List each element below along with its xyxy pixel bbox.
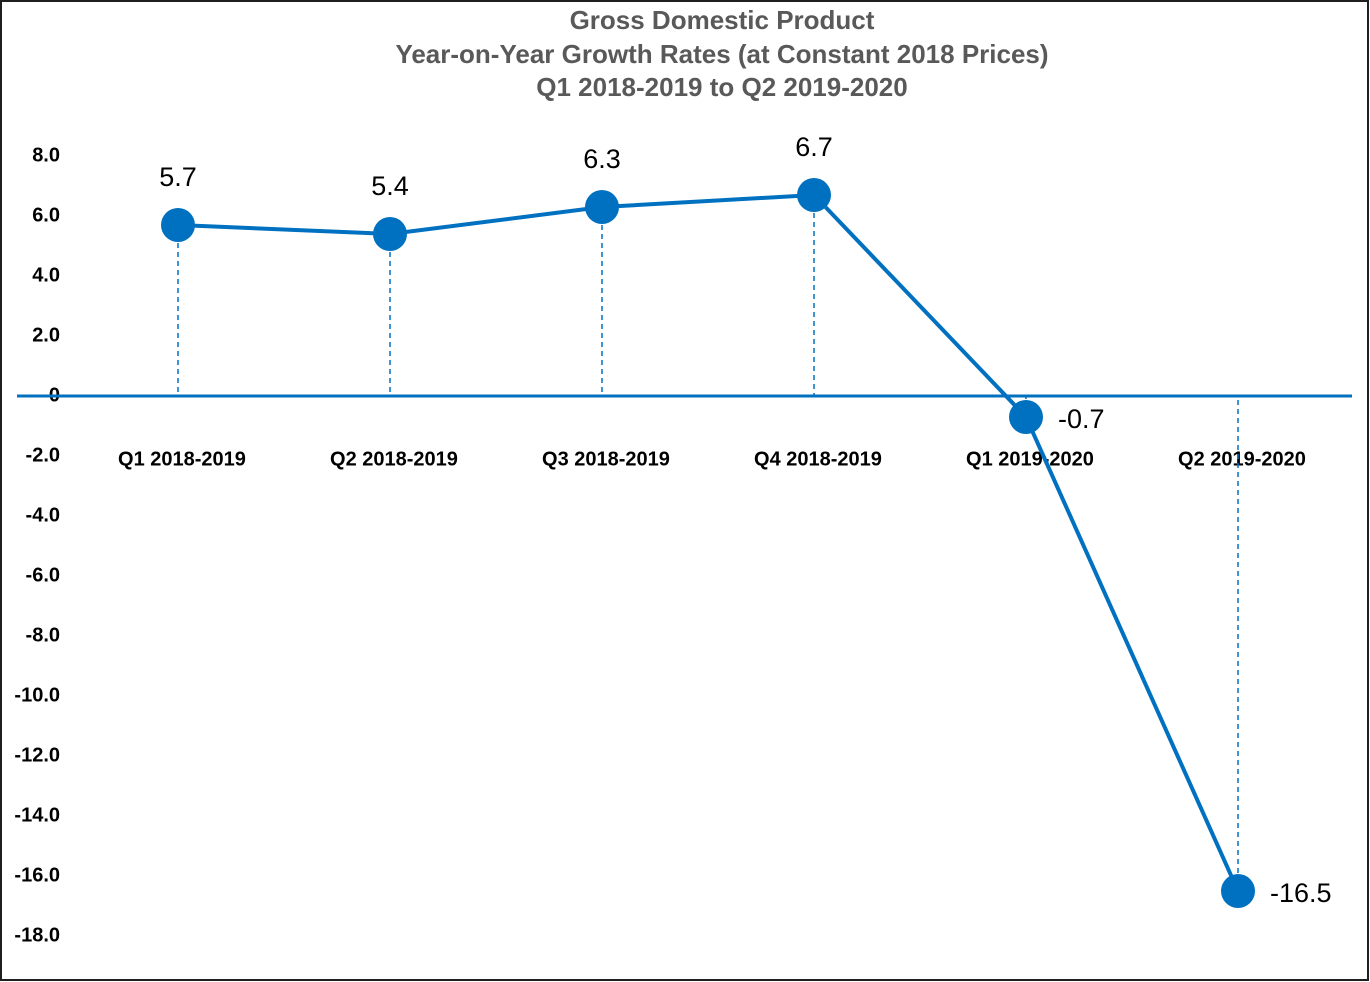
data-label: 6.3 <box>583 144 621 174</box>
data-line <box>177 192 1240 892</box>
y-tick-label: 2.0 <box>32 324 60 346</box>
chart-title: Year-on-Year Growth Rates (at Constant 2… <box>395 39 1048 69</box>
data-point <box>1221 874 1255 908</box>
x-tick-label: Q1 2019-2020 <box>966 448 1094 470</box>
y-tick-label: -18.0 <box>14 924 60 946</box>
data-label: -0.7 <box>1058 404 1105 434</box>
x-tick-label: Q4 2018-2019 <box>754 448 882 470</box>
x-tick-label: Q1 2018-2019 <box>118 448 246 470</box>
data-label: 5.4 <box>371 171 409 201</box>
y-tick-label: 6.0 <box>32 204 60 226</box>
x-tick-label: Q2 2018-2019 <box>330 448 458 470</box>
chart-title: Gross Domestic Product <box>570 5 875 35</box>
data-point <box>1009 400 1043 434</box>
y-tick-label: -12.0 <box>14 744 60 766</box>
y-tick-label: -8.0 <box>26 624 60 646</box>
x-tick-label: Q3 2018-2019 <box>542 448 670 470</box>
y-tick-label: -16.0 <box>14 864 60 886</box>
data-point <box>797 178 831 212</box>
y-tick-label: -14.0 <box>14 804 60 826</box>
data-label: 6.7 <box>795 132 833 162</box>
y-tick-label: -6.0 <box>26 564 60 586</box>
data-label: -16.5 <box>1270 878 1332 908</box>
y-tick-label: 4.0 <box>32 264 60 286</box>
y-tick-label: -10.0 <box>14 684 60 706</box>
data-point <box>161 208 195 242</box>
chart-title: Q1 2018-2019 to Q2 2019-2020 <box>536 72 907 102</box>
x-tick-label: Q2 2019-2020 <box>1178 448 1306 470</box>
y-tick-label: -4.0 <box>26 504 60 526</box>
data-label: 5.7 <box>159 162 197 192</box>
data-point <box>585 190 619 224</box>
y-tick-label: -2.0 <box>26 444 60 466</box>
data-point <box>373 217 407 251</box>
y-tick-label: 8.0 <box>32 144 60 166</box>
